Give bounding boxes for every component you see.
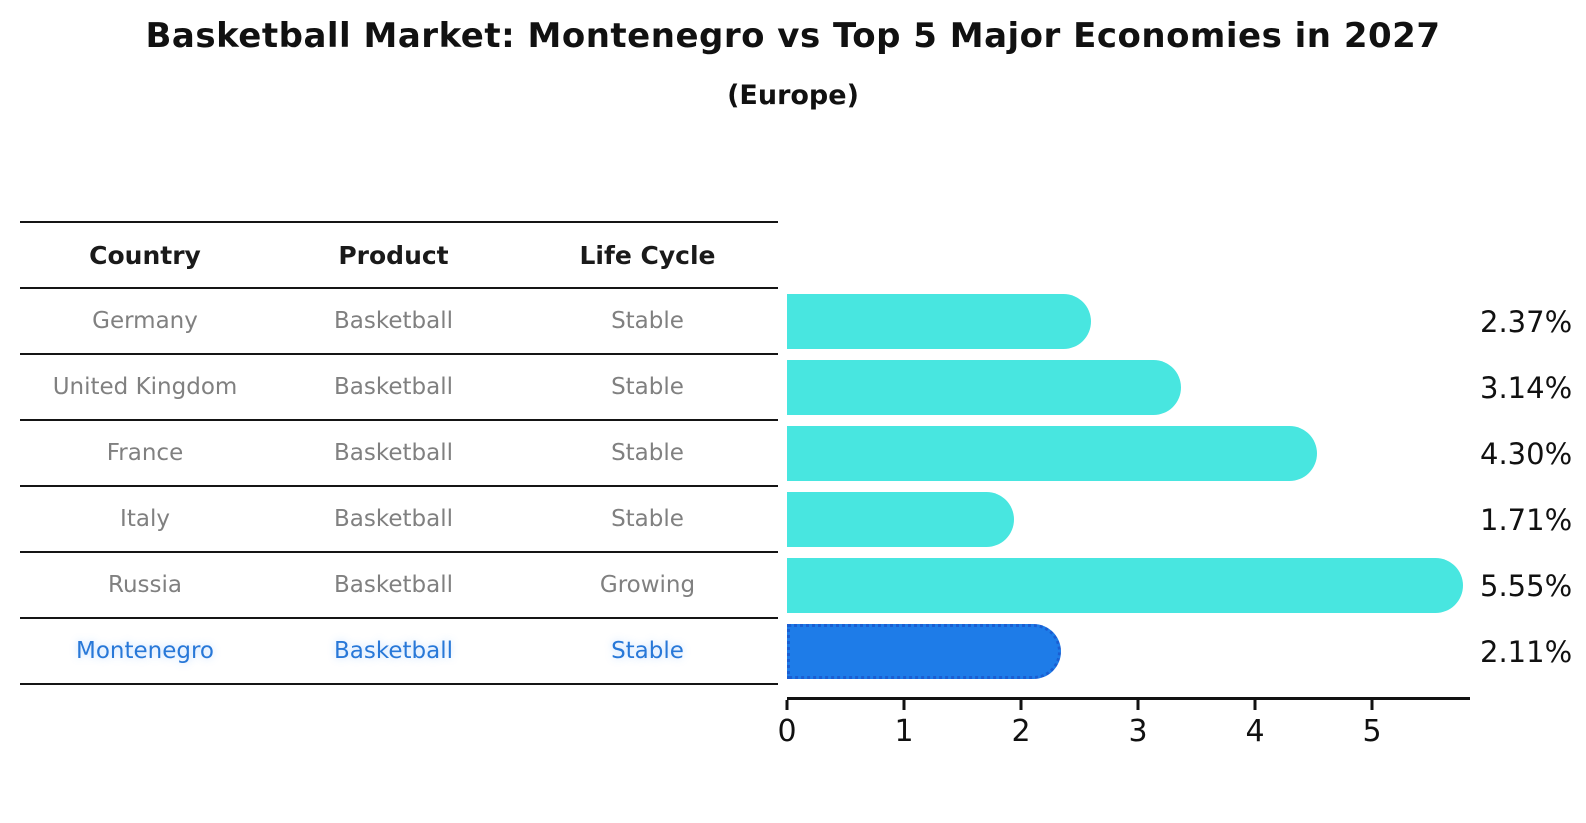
x-tick-label-4: 4: [1245, 714, 1265, 749]
table-row-russia: Russia Basketball Growing: [20, 553, 778, 619]
x-tick-mark-4: [1253, 700, 1257, 710]
value-label-france: 4.30%: [1480, 436, 1573, 471]
bar-italy: [787, 492, 1015, 547]
country-cell: United Kingdom: [52, 374, 238, 400]
table-row-montenegro: Montenegro Basketball Stable: [20, 619, 778, 685]
table-row-germany: Germany Basketball Stable: [20, 289, 778, 355]
table-row-italy: Italy Basketball Stable: [20, 487, 778, 553]
x-tick-label-2: 2: [1011, 714, 1031, 749]
table-row-united-kingdom: United Kingdom Basketball Stable: [20, 355, 778, 421]
product-cell: Basketball: [334, 308, 453, 334]
product-cell: Basketball: [334, 638, 453, 664]
column-header-life-cycle: Life Cycle: [579, 240, 716, 270]
chart-title: Basketball Market: Montenegro vs Top 5 M…: [145, 16, 1441, 56]
bar-montenegro: [787, 624, 1061, 679]
value-label-united-kingdom: 3.14%: [1480, 370, 1573, 405]
life-cycle-cell: Stable: [611, 638, 684, 664]
x-tick-mark-0: [785, 700, 789, 710]
bar-russia: [787, 558, 1464, 613]
x-tick-mark-1: [902, 700, 906, 710]
x-tick-mark-5: [1370, 700, 1374, 710]
country-cell: Russia: [108, 572, 182, 598]
country-cell: Germany: [92, 308, 198, 334]
life-cycle-cell: Stable: [611, 374, 684, 400]
product-cell: Basketball: [334, 440, 453, 466]
x-tick-mark-3: [1136, 700, 1140, 710]
x-tick-label-0: 0: [777, 714, 797, 749]
life-cycle-cell: Stable: [611, 440, 684, 466]
bar-united-kingdom: [787, 360, 1182, 415]
table-header-row: Country Product Life Cycle: [20, 223, 778, 289]
value-label-russia: 5.55%: [1480, 568, 1573, 603]
product-cell: Basketball: [334, 572, 453, 598]
table-body: Germany Basketball Stable United Kingdom Bas…: [20, 289, 778, 685]
x-tick-mark-2: [1019, 700, 1023, 710]
life-cycle-cell: Stable: [611, 308, 684, 334]
value-label-germany: 2.37%: [1480, 304, 1573, 339]
country-table: Country Product Life Cycle Germany Basketba…: [20, 221, 778, 685]
life-cycle-cell: Growing: [599, 572, 696, 598]
country-cell: Montenegro: [75, 638, 214, 664]
product-cell: Basketball: [334, 506, 453, 532]
country-cell: France: [106, 440, 184, 466]
x-tick-label-1: 1: [894, 714, 914, 749]
life-cycle-cell: Stable: [611, 506, 684, 532]
column-header-country: Country: [89, 240, 201, 270]
product-cell: Basketball: [334, 374, 453, 400]
country-cell: Italy: [120, 506, 170, 532]
bar-france: [787, 426, 1318, 481]
x-tick-label-3: 3: [1128, 714, 1148, 749]
x-tick-label-5: 5: [1362, 714, 1382, 749]
chart-subtitle: (Europe): [727, 80, 859, 111]
column-header-product: Product: [338, 240, 449, 270]
bar-plot-area: 0 1 2 3 4 5: [777, 289, 1470, 749]
value-label-italy: 1.71%: [1480, 502, 1573, 537]
value-label-montenegro: 2.11%: [1480, 634, 1573, 669]
bar-germany: [787, 294, 1092, 349]
table-row-france: France Basketball Stable: [20, 421, 778, 487]
